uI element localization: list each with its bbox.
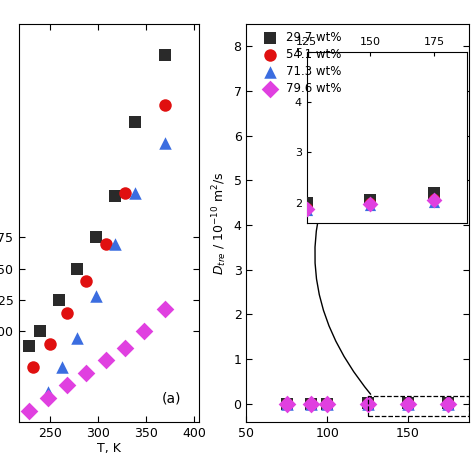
Point — [323, 400, 331, 408]
Point — [307, 400, 315, 408]
Point — [92, 292, 100, 300]
Point — [445, 400, 452, 408]
Point — [25, 407, 32, 414]
Point — [323, 400, 331, 408]
Point — [46, 340, 54, 348]
Point — [364, 400, 371, 408]
Point — [36, 328, 44, 335]
Point — [283, 400, 291, 408]
Point — [140, 328, 148, 335]
X-axis label: T, K: T, K — [97, 443, 121, 456]
Point — [404, 400, 412, 408]
Point — [58, 363, 66, 370]
Point — [131, 118, 138, 126]
Point — [323, 400, 331, 408]
Point — [404, 400, 412, 408]
Point — [445, 400, 452, 408]
Point — [102, 356, 109, 364]
Point — [131, 190, 138, 197]
Point — [111, 240, 119, 247]
Text: (a): (a) — [162, 392, 181, 406]
Point — [162, 305, 169, 313]
Point — [111, 192, 119, 200]
Point — [25, 343, 32, 350]
Point — [92, 233, 100, 241]
Point — [283, 400, 291, 408]
Point — [44, 394, 52, 402]
Point — [29, 363, 37, 370]
Point — [445, 399, 452, 407]
Point — [121, 190, 129, 197]
Point — [307, 400, 315, 408]
Point — [73, 334, 81, 341]
Point — [364, 400, 371, 408]
Point — [162, 101, 169, 109]
Point — [55, 296, 63, 304]
Point — [44, 388, 52, 395]
Point — [364, 400, 371, 408]
Point — [64, 309, 71, 316]
Point — [102, 240, 109, 247]
Point — [307, 400, 315, 408]
Point — [404, 399, 412, 407]
Point — [121, 344, 129, 352]
Legend: 29.7 wt%, 54.1 wt%, 71.3 wt%, 79.6 wt%: 29.7 wt%, 54.1 wt%, 71.3 wt%, 79.6 wt% — [257, 29, 343, 96]
Point — [364, 399, 371, 407]
Point — [64, 382, 71, 389]
Y-axis label: $D_{tre}$ / 10$^{-10}$ m$^2$/s: $D_{tre}$ / 10$^{-10}$ m$^2$/s — [211, 171, 229, 274]
Point — [82, 369, 90, 377]
Point — [162, 51, 169, 59]
Bar — [367, 396, 469, 417]
Point — [82, 277, 90, 285]
Point — [162, 139, 169, 147]
Point — [445, 400, 452, 408]
Point — [283, 400, 291, 408]
Point — [73, 265, 81, 273]
Point — [283, 400, 291, 408]
Point — [323, 400, 331, 408]
Point — [307, 400, 315, 408]
Point — [404, 400, 412, 408]
